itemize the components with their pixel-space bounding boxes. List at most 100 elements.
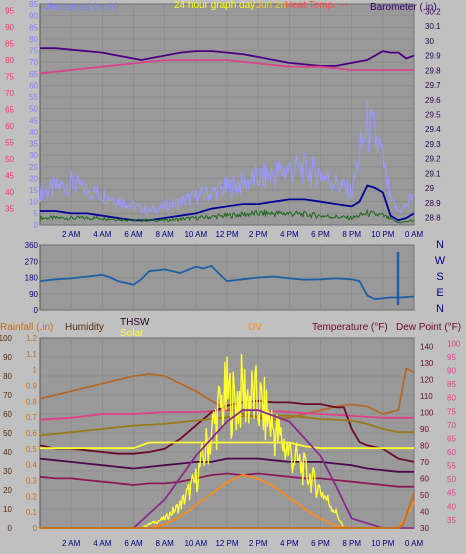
rainfall-tick-label: 0.9 (26, 382, 38, 391)
humidity-tick-label: 30 (3, 467, 12, 476)
rainfall-tick-label: 0.2 (26, 492, 38, 501)
direction-tick-label: 270 (25, 257, 39, 266)
compass-label: N (436, 303, 444, 315)
windspeed-tick-label: 95 (29, 0, 38, 9)
outer-left-tick-label: 75 (5, 73, 14, 82)
windspeed-tick-label: 10 (29, 198, 38, 207)
outer-left-tick-label: 60 (5, 122, 14, 131)
outer-left-tick-label: 65 (5, 106, 14, 115)
rainfall-tick-label: 1 (33, 366, 38, 375)
windspeed-tick-label: 35 (29, 140, 38, 149)
windspeed-tick-label: 70 (29, 58, 38, 67)
barometer-tick-label: 30.2 (425, 7, 441, 16)
barometer-tick-label: 29.9 (425, 52, 441, 61)
temperature-tick-label: 70 (420, 458, 429, 467)
x-tick-label: 6 AM (124, 230, 143, 239)
legend-rainfall: Rainfall (.in) (0, 322, 53, 333)
windspeed-tick-label: 45 (29, 116, 38, 125)
humidity-tick-label: 40 (3, 448, 12, 457)
humidity-tick-label: 100 (0, 334, 13, 343)
x-tick-label: 8 PM (342, 230, 361, 239)
chart-title: 24 hour graph day (174, 0, 255, 11)
windspeed-tick-label: 60 (29, 81, 38, 90)
x-tick-label: 8 AM (156, 539, 175, 548)
x-tick-label: 10 AM (184, 230, 207, 239)
outer-left-tick-label: 80 (5, 56, 14, 65)
series-line (39, 100, 415, 215)
x-tick-label: 2 PM (249, 539, 268, 548)
outer-left-tick-label: 95 (5, 7, 14, 16)
temperature-tick-label: 80 (420, 441, 429, 450)
rainfall-tick-label: 0.8 (26, 397, 38, 406)
rainfall-tick-label: 0.7 (26, 413, 38, 422)
rainfall-tick-label: 1.1 (26, 350, 38, 359)
windspeed-tick-label: 50 (29, 105, 38, 114)
series-line (39, 457, 414, 473)
windspeed-tick-label: 80 (29, 35, 38, 44)
humidity-tick-label: 0 (8, 524, 13, 533)
temperature-solar-series (39, 353, 415, 529)
dew-point-tick-label: 70 (447, 421, 456, 430)
legend-thsw: THSW (120, 317, 150, 328)
x-tick-label: 10 PM (371, 539, 394, 548)
rainfall-tick-label: 1.2 (26, 334, 38, 343)
x-tick-label: 2 AM (62, 539, 81, 548)
barometer-tick-label: 29.4 (425, 125, 441, 134)
series-line (40, 441, 414, 450)
compass-label: N (436, 239, 444, 251)
barometer-axis-label: Barometer (.in) (370, 2, 437, 13)
wind-direction-grid (40, 244, 415, 311)
wind-barometer-series (39, 47, 415, 224)
series-line (40, 47, 415, 67)
humidity-tick-label: 20 (3, 486, 12, 495)
x-tick-label: 6 PM (311, 230, 330, 239)
x-tick-label: 8 AM (156, 230, 175, 239)
temperature-tick-label: 120 (420, 375, 434, 384)
windspeed-tick-label: 65 (29, 70, 38, 79)
heat-temp-legend: Heat Temp. --- (285, 0, 349, 11)
legend-temperature: Temperature (°F) (312, 322, 388, 333)
barometer-tick-label: 29.5 (425, 111, 441, 120)
outer-left-tick-label: 90 (5, 23, 14, 32)
barometer-tick-label: 29.6 (425, 96, 441, 105)
series-line (40, 184, 415, 222)
compass-label: E (436, 287, 443, 299)
windspeed-tick-label: 20 (29, 174, 38, 183)
dew-point-tick-label: 80 (447, 394, 456, 403)
humidity-tick-label: 70 (3, 391, 12, 400)
x-tick-label: 4 PM (280, 539, 299, 548)
humidity-tick-label: 60 (3, 410, 12, 419)
x-tick-label: 0 AM (405, 230, 424, 239)
dew-point-tick-label: 45 (447, 489, 456, 498)
dew-point-tick-label: 40 (447, 502, 456, 511)
direction-tick-label: 0 (34, 306, 39, 315)
dew-point-tick-label: 75 (447, 407, 456, 416)
barometer-tick-label: 30.1 (425, 22, 441, 31)
dew-point-tick-label: 35 (447, 516, 456, 525)
humidity-tick-label: 90 (3, 353, 12, 362)
temperature-tick-label: 140 (420, 342, 434, 351)
legend-solar: Solar (120, 328, 144, 339)
outer-left-tick-label: 85 (5, 40, 14, 49)
temperature-tick-label: 40 (420, 507, 429, 516)
direction-tick-label: 360 (25, 241, 39, 250)
windspeed-tick-label: 5 (34, 209, 39, 218)
temperature-tick-label: 110 (420, 392, 433, 401)
rainfall-tick-label: 0.1 (26, 508, 38, 517)
x-tick-label: 4 PM (280, 230, 299, 239)
x-tick-label: 12 PM (215, 539, 238, 548)
x-tick-label: 2 AM (62, 230, 81, 239)
barometer-tick-label: 30 (425, 37, 434, 46)
rainfall-tick-label: 0.4 (26, 461, 38, 470)
windspeed-tick-label: 75 (29, 47, 38, 56)
temperature-tick-label: 130 (420, 359, 434, 368)
windspeed-tick-label: 90 (29, 12, 38, 21)
series-line (39, 409, 414, 421)
outer-left-tick-label: 40 (5, 188, 14, 197)
windspeed-tick-label: 25 (29, 163, 38, 172)
rainfall-tick-label: 0.5 (26, 445, 38, 454)
temperature-tick-label: 100 (420, 408, 434, 417)
windspeed-tick-label: 55 (29, 93, 38, 102)
x-tick-label: 12 PM (215, 230, 238, 239)
